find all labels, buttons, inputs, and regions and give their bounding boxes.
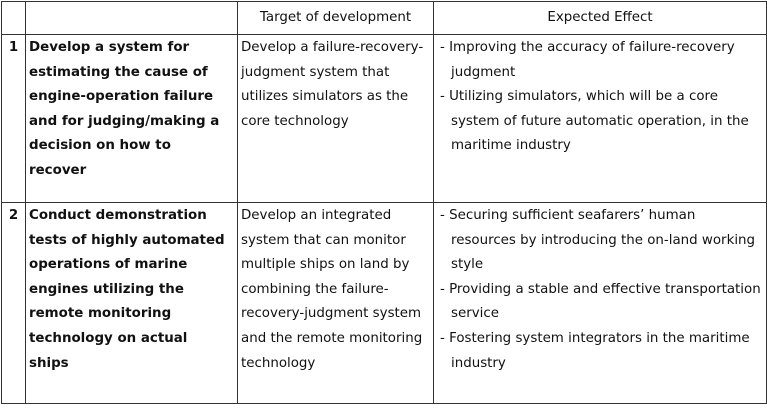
row-effects: - Securing sufficient seafarers’ human r… (433, 202, 767, 404)
effect-item: - Utilizing simulators, which will be a … (440, 89, 749, 154)
row-effects: - Improving the accuracy of failure-reco… (433, 34, 767, 203)
row-target: Develop an integrated system that can mo… (237, 202, 434, 404)
row-title: Conduct demonstration tests of highly au… (25, 202, 238, 404)
row-number: 2 (1, 202, 26, 404)
row-title: Develop a system for estimating the caus… (25, 34, 238, 203)
effect-item: - Improving the accuracy of failure-reco… (440, 40, 735, 80)
header-cell (1, 1, 26, 35)
table-row: 1 Develop a system for estimating the ca… (1, 34, 767, 203)
header-cell: Expected Effect (433, 1, 767, 35)
header-cell (25, 1, 238, 35)
header-cell: Target of development (237, 1, 434, 35)
table-row: 2 Conduct demonstration tests of highly … (1, 202, 767, 404)
effect-item: - Providing a stable and effective trans… (440, 281, 761, 322)
row-number: 1 (1, 34, 26, 203)
row-target: Develop a failure-recovery-judgment syst… (237, 34, 434, 203)
effect-item: - Securing sufficient seafarers’ human r… (440, 208, 756, 273)
header-row: Target of development Expected Effect (1, 1, 767, 35)
effect-item: - Fostering system integrators in the ma… (440, 330, 750, 371)
